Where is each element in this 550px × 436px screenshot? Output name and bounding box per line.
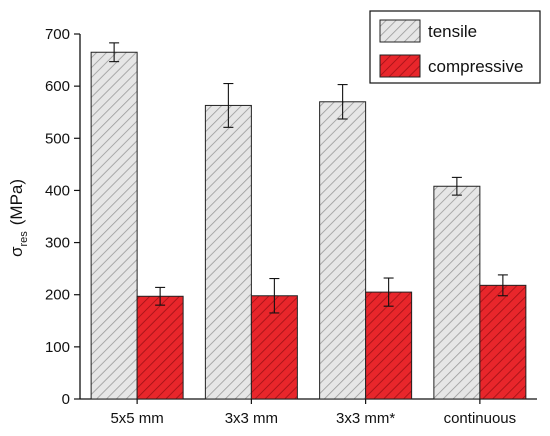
legend-label-tensile: tensile	[428, 22, 477, 41]
y-tick-label: 400	[45, 182, 70, 199]
y-tick-label: 500	[45, 130, 70, 147]
y-axis-symbol: σ	[7, 246, 26, 257]
y-axis-title: σres (MPa)	[7, 179, 30, 257]
y-axis-subscript: res	[18, 231, 30, 247]
x-axis-labels: 5x5 mm 3x3 mm 3x3 mm* continuous	[110, 399, 516, 427]
x-tick-label: 3x3 mm*	[336, 410, 395, 427]
bars	[90, 51, 527, 400]
x-tick-label: 3x3 mm	[225, 410, 278, 427]
bar-compressive	[479, 284, 527, 400]
bar-tensile	[319, 101, 367, 400]
y-tick-label: 0	[62, 391, 70, 408]
bar-compressive	[136, 295, 184, 400]
x-tick-label: 5x5 mm	[110, 410, 163, 427]
y-tick-label: 200	[45, 287, 70, 304]
y-axis-unit: (MPa)	[7, 179, 26, 225]
legend-swatch-tensile	[379, 19, 421, 43]
y-tick-label: 100	[45, 339, 70, 356]
bar-compressive	[365, 291, 413, 400]
legend: tensile compressive	[369, 10, 541, 84]
y-axis-ticks: 0 100 200 300 400 500 600 700	[45, 26, 80, 408]
bar-tensile	[204, 104, 252, 400]
legend-swatch-compressive	[379, 54, 421, 78]
error-bars	[109, 42, 508, 314]
y-tick-label: 600	[45, 78, 70, 95]
y-tick-label: 700	[45, 26, 70, 43]
bar-tensile	[90, 51, 138, 400]
x-tick-label: continuous	[444, 410, 517, 427]
bar-tensile	[433, 185, 481, 400]
y-tick-label: 300	[45, 235, 70, 252]
legend-label-compressive: compressive	[428, 57, 523, 76]
